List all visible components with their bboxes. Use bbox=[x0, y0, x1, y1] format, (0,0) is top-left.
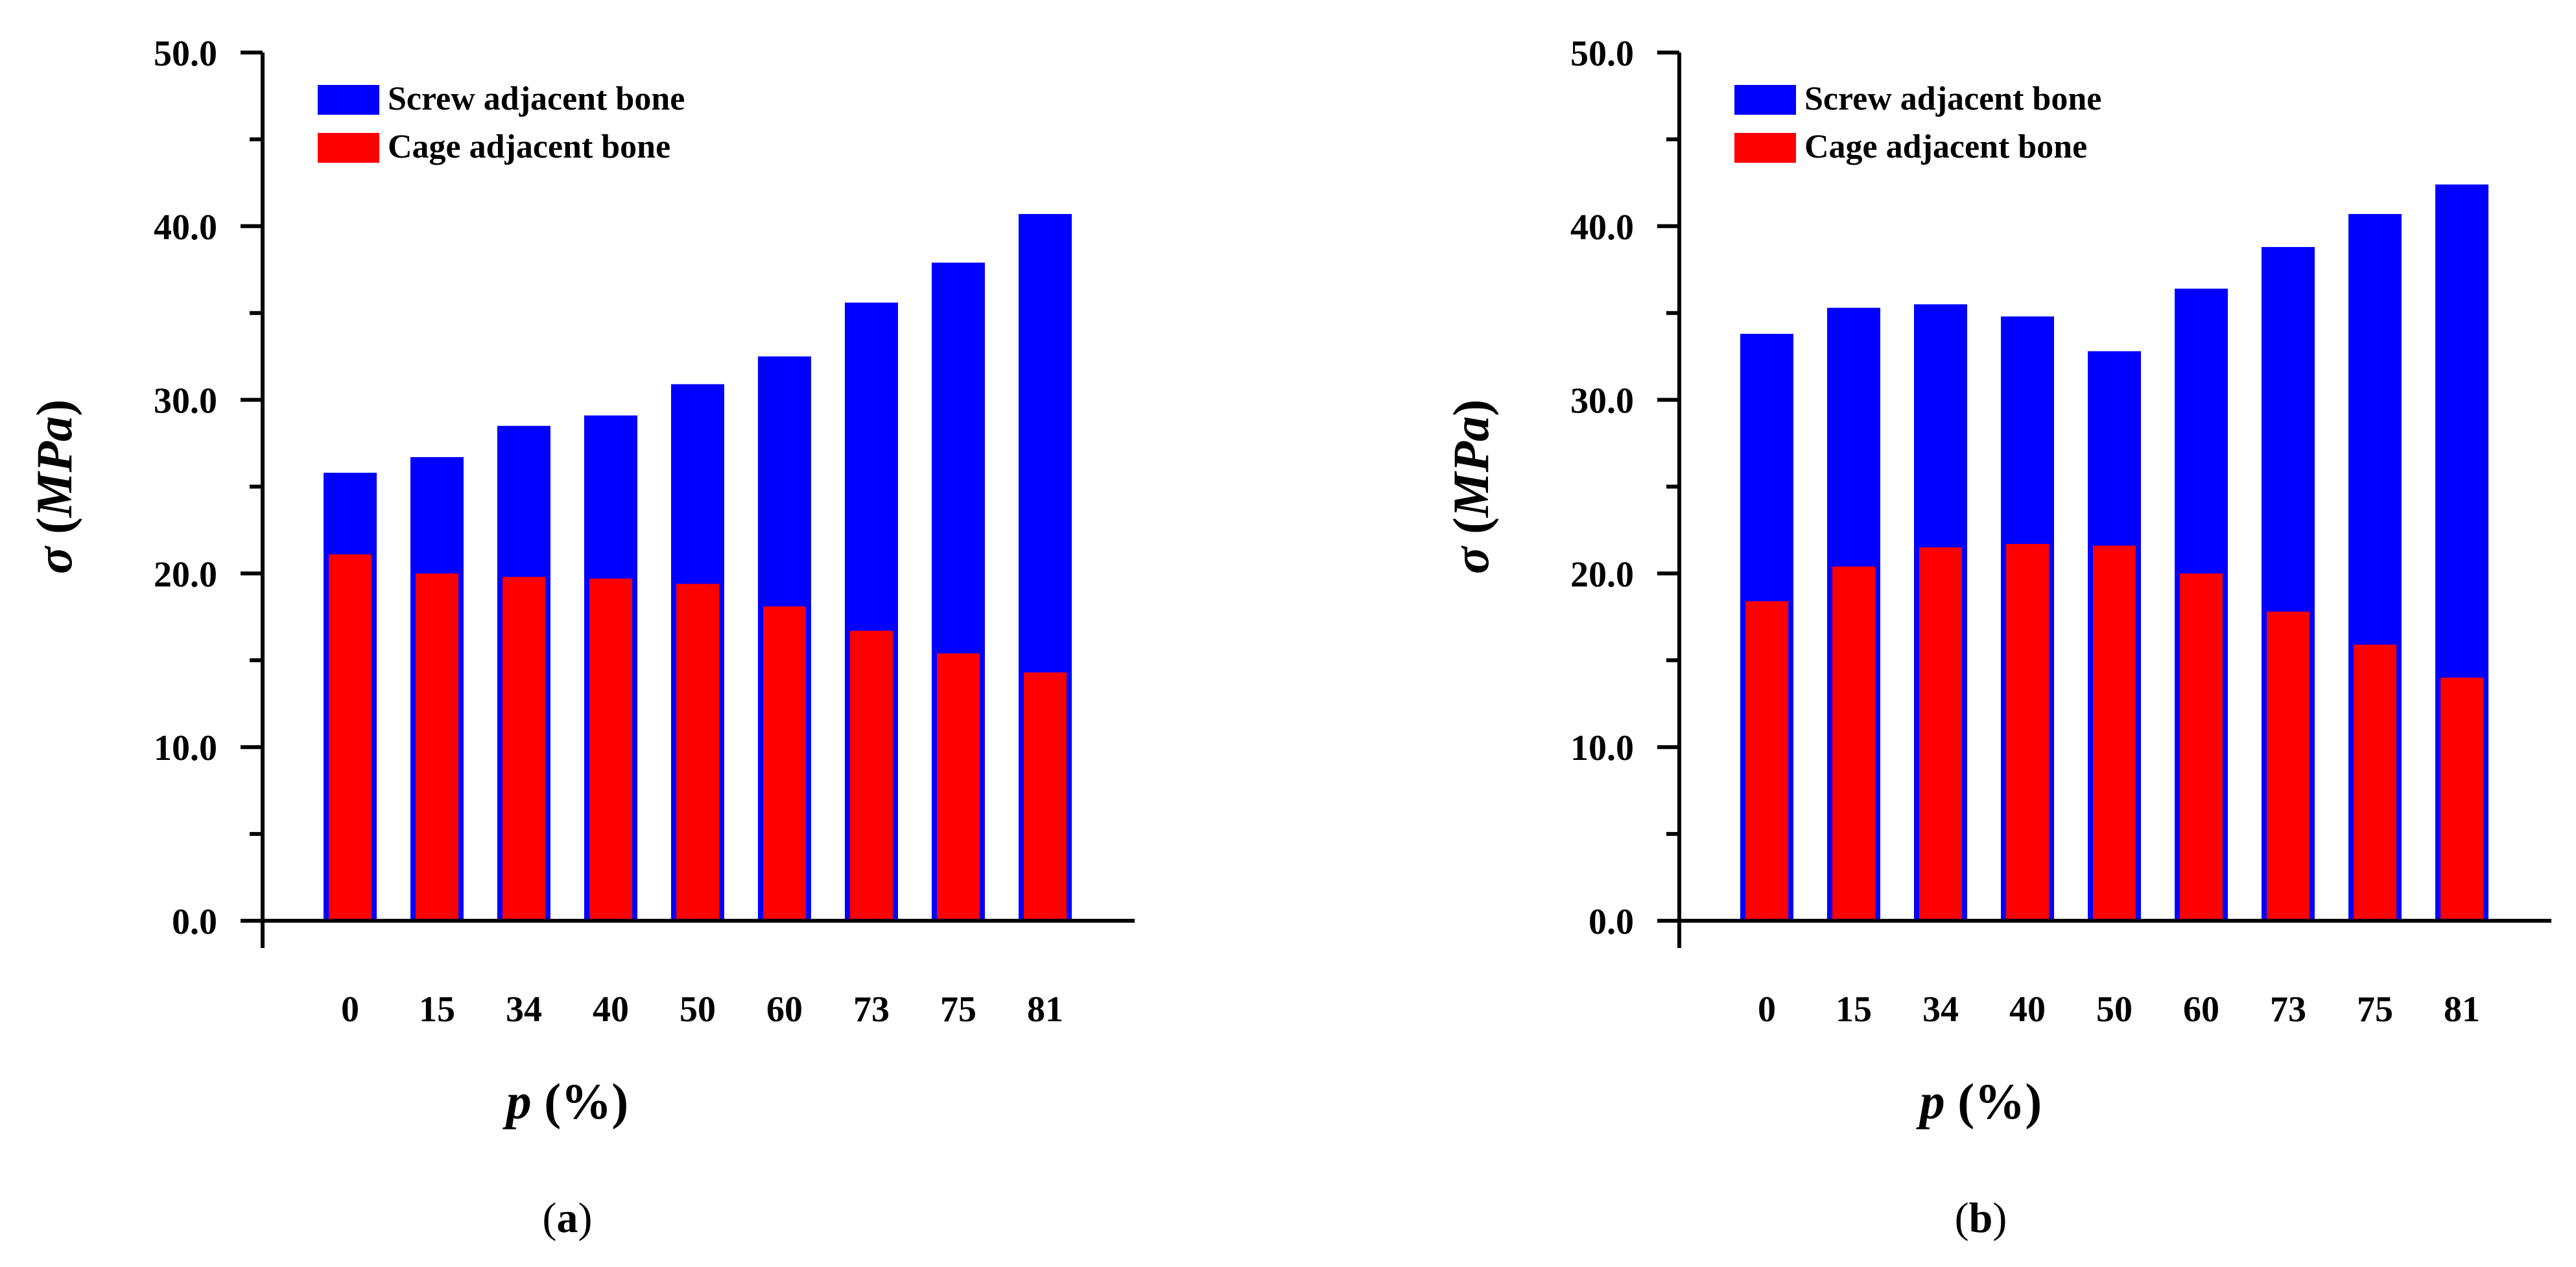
x-tick-label: 40 bbox=[593, 989, 629, 1030]
x-tick-label: 50 bbox=[2096, 989, 2133, 1030]
cage-bar-40 bbox=[2006, 543, 2049, 921]
y-axis-paren-open: ( bbox=[1443, 517, 1499, 547]
y-tick-label: 20.0 bbox=[154, 554, 217, 595]
panel-label: (b) bbox=[1955, 1194, 2007, 1242]
x-tick-label: 34 bbox=[506, 989, 542, 1030]
y-axis-paren-open: ( bbox=[26, 517, 82, 547]
y-tick-label: 0.0 bbox=[1589, 902, 1634, 942]
y-tick-label: 30.0 bbox=[154, 381, 217, 421]
legend-swatch-screw bbox=[318, 85, 379, 115]
y-axis-paren-close: ) bbox=[1443, 399, 1499, 416]
y-tick-label: 50.0 bbox=[154, 34, 217, 74]
x-axis-title: p (%) bbox=[1916, 1073, 2042, 1130]
chart-panel-b: 0.0 10.0 20.0 30.0 40.0 50.0 0 15 34 40 50 60 73 75 81… bbox=[1443, 34, 2551, 1242]
x-axis-unit: (%) bbox=[532, 1073, 628, 1130]
x-tick-label: 40 bbox=[2009, 989, 2046, 1030]
cage-bar-73 bbox=[850, 630, 893, 921]
cage-bar-75 bbox=[2354, 645, 2396, 921]
x-tick-label: 60 bbox=[2183, 989, 2219, 1030]
y-axis-symbol: σ bbox=[1443, 545, 1499, 574]
x-tick-label: 81 bbox=[1027, 989, 1063, 1030]
y-tick-label: 10.0 bbox=[154, 728, 217, 768]
cage-bar-60 bbox=[2180, 573, 2223, 921]
legend-label-screw: Screw adjacent bone bbox=[1804, 80, 2101, 117]
panel-label-open: ( bbox=[1955, 1194, 1969, 1242]
y-axis-symbol: σ bbox=[26, 545, 82, 574]
y-tick-label: 40.0 bbox=[154, 207, 217, 248]
x-tick-label: 73 bbox=[853, 989, 890, 1030]
cage-bar-40 bbox=[589, 578, 632, 921]
y-tick-label: 40.0 bbox=[1570, 207, 1634, 248]
panel-label-close: ) bbox=[578, 1194, 593, 1242]
cage-bar-81 bbox=[1024, 672, 1067, 921]
x-axis-symbol: p bbox=[502, 1073, 532, 1130]
y-axis-unit: MPa bbox=[1443, 416, 1499, 519]
cage-bar-60 bbox=[763, 606, 806, 921]
y-tick-label: 30.0 bbox=[1570, 381, 1634, 421]
x-tick-label: 15 bbox=[419, 989, 455, 1030]
legend-swatch-cage bbox=[1734, 133, 1796, 163]
x-tick-label: 60 bbox=[766, 989, 803, 1030]
legend-label-screw: Screw adjacent bone bbox=[388, 80, 685, 117]
chart-panel-a: 0.0 10.0 20.0 30.0 40.0 50.0 0 15 34 40 50 60 73 75 81… bbox=[26, 34, 1135, 1242]
x-tick-label: 0 bbox=[1758, 989, 1776, 1030]
legend-swatch-cage bbox=[318, 133, 379, 163]
legend-label-cage: Cage adjacent bone bbox=[1804, 128, 2087, 165]
cage-bar-73 bbox=[2267, 611, 2310, 921]
cage-bar-75 bbox=[937, 653, 980, 921]
panel-label: (a) bbox=[543, 1194, 593, 1242]
x-tick-label: 50 bbox=[679, 989, 716, 1030]
x-axis-title: p (%) bbox=[502, 1073, 628, 1130]
legend-label-cage: Cage adjacent bone bbox=[388, 128, 670, 165]
x-tick-label: 15 bbox=[1836, 989, 1872, 1030]
x-tick-label: 81 bbox=[2444, 989, 2480, 1030]
cage-bar-34 bbox=[1919, 547, 1962, 921]
x-tick-label: 75 bbox=[2357, 989, 2393, 1030]
cage-bar-0 bbox=[1745, 601, 1788, 921]
x-axis-symbol: p bbox=[1916, 1073, 1945, 1130]
y-tick-label: 20.0 bbox=[1570, 554, 1634, 595]
x-tick-label: 73 bbox=[2270, 989, 2306, 1030]
cage-bar-50 bbox=[2093, 545, 2136, 921]
cage-bar-81 bbox=[2440, 678, 2483, 921]
cage-bar-50 bbox=[676, 584, 719, 921]
y-tick-label: 50.0 bbox=[1570, 34, 1634, 74]
x-tick-label: 0 bbox=[341, 989, 359, 1030]
cage-bar-15 bbox=[1832, 566, 1875, 921]
cage-bar-0 bbox=[329, 554, 372, 921]
panel-label-open: ( bbox=[543, 1194, 557, 1242]
panel-label-close: ) bbox=[1992, 1194, 2007, 1242]
panel-label-letter: a bbox=[557, 1194, 578, 1242]
panel-label-letter: b bbox=[1969, 1194, 1993, 1242]
y-tick-label: 0.0 bbox=[172, 902, 217, 942]
x-axis-unit: (%) bbox=[1945, 1073, 2042, 1130]
x-tick-label: 75 bbox=[940, 989, 976, 1030]
y-tick-label: 10.0 bbox=[1570, 728, 1634, 768]
y-axis-unit: MPa bbox=[26, 416, 82, 519]
legend-swatch-screw bbox=[1734, 85, 1796, 115]
y-axis-title: σ (MPa) bbox=[1443, 399, 1499, 574]
x-tick-label: 34 bbox=[1922, 989, 1959, 1030]
cage-bar-34 bbox=[502, 576, 545, 921]
y-axis-paren-close: ) bbox=[26, 399, 82, 416]
y-axis-title: σ (MPa) bbox=[26, 399, 82, 574]
cage-bar-15 bbox=[416, 573, 458, 921]
